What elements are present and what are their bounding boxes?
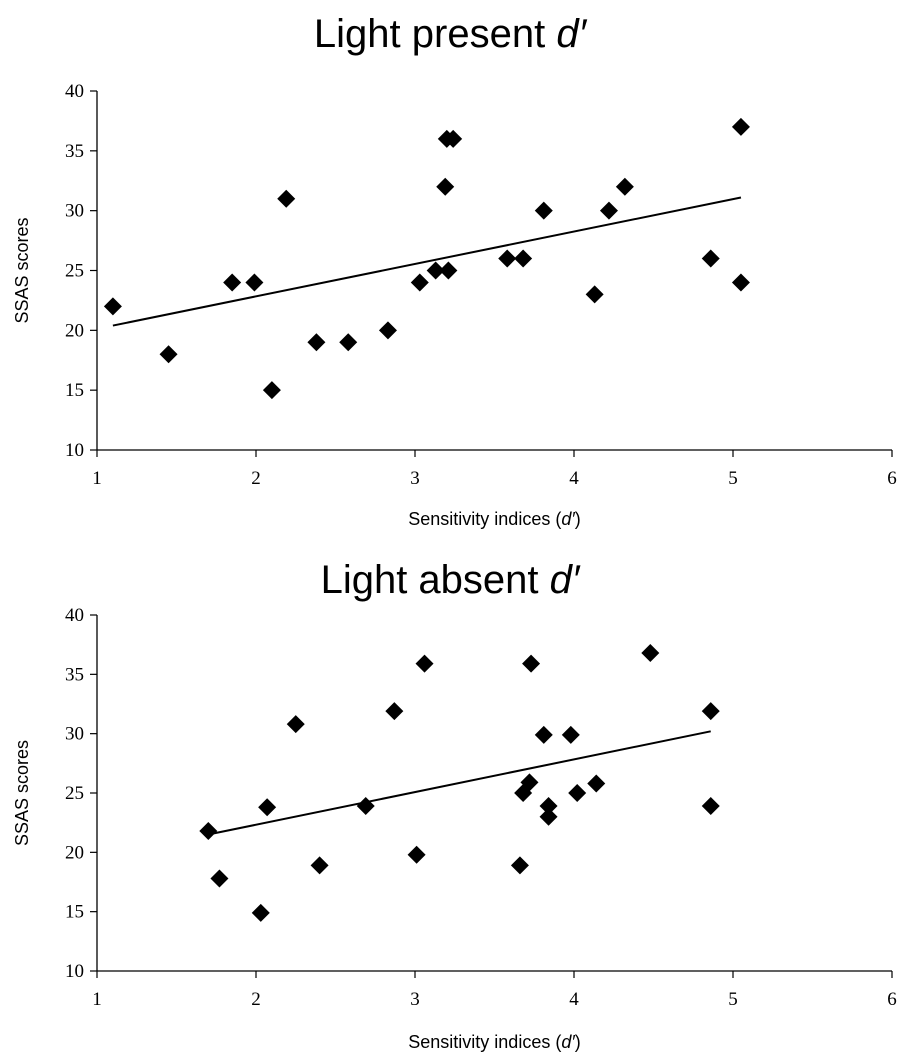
chart-title: Light present d′	[0, 12, 900, 57]
chart-title-text: Light absent	[320, 558, 539, 602]
data-point	[534, 725, 553, 744]
data-point	[701, 797, 720, 816]
data-point	[599, 201, 618, 220]
data-point	[731, 273, 750, 292]
data-point	[510, 856, 529, 875]
data-point	[223, 273, 242, 292]
data-point	[415, 654, 434, 673]
y-tick-label: 35	[65, 664, 84, 685]
data-point	[210, 869, 229, 888]
x-tick-label: 1	[92, 468, 102, 489]
data-point	[731, 117, 750, 136]
chart-panel-light-absent: Light absent d′ 10 15 20 25 30 35 40 1 2 3 4 5 6 SSAS…	[0, 530, 900, 1060]
data-point	[615, 177, 634, 196]
data-point	[568, 784, 587, 802]
data-point	[436, 177, 455, 196]
x-axis-label: Sensitivity indices (d′)	[408, 1032, 580, 1052]
chart-title-symbol: d′	[556, 12, 587, 56]
chart-title: Light absent d′	[0, 558, 900, 603]
data-point	[385, 702, 404, 721]
x-tick-label: 1	[92, 989, 102, 1010]
y-tick-label: 40	[65, 81, 84, 102]
data-point	[356, 797, 375, 816]
x-tick-label: 2	[251, 468, 261, 489]
data-point	[426, 261, 445, 280]
data-point	[701, 702, 720, 721]
y-tick-label: 15	[65, 380, 84, 401]
data-point	[103, 297, 122, 316]
y-tick-label: 20	[65, 842, 84, 863]
y-tick-label: 30	[65, 201, 84, 222]
data-point	[439, 261, 458, 280]
data-point	[378, 321, 397, 340]
scatter-chart-light-present: 10 15 20 25 30 35 40 1 2 3 4 5 6 SSAS scores Sensitivi…	[12, 81, 897, 529]
data-point	[410, 273, 429, 292]
data-point	[258, 798, 277, 817]
data-point	[498, 249, 517, 268]
data-point	[520, 773, 539, 792]
chart-panel-light-present: Light present d′ 10 15 20 25 30 35 40 1 2 3 4 5 6 SSA…	[0, 12, 900, 529]
x-tick-label: 5	[728, 468, 738, 489]
x-tick-label: 3	[410, 989, 420, 1010]
chart-title-symbol: d′	[549, 558, 580, 602]
y-tick-label: 15	[65, 902, 84, 923]
chart-title-text: Light present	[313, 12, 546, 56]
x-tick-label: 5	[728, 989, 738, 1010]
y-tick-label: 35	[65, 141, 84, 162]
trend-line	[208, 730, 711, 836]
x-tick-label: 3	[410, 468, 420, 489]
y-axis-label: SSAS scores	[12, 740, 32, 846]
data-point	[339, 333, 358, 352]
data-point	[539, 807, 558, 826]
x-tick-label: 4	[569, 468, 579, 489]
trend-line	[112, 196, 742, 327]
data-point	[587, 774, 606, 793]
x-tick-label: 6	[887, 989, 897, 1010]
data-point	[286, 715, 305, 734]
data-point	[159, 345, 178, 364]
data-point	[534, 201, 553, 220]
data-point	[199, 821, 218, 840]
y-tick-label: 40	[65, 605, 84, 626]
data-point	[245, 273, 264, 292]
y-axis-label: SSAS scores	[12, 217, 32, 323]
data-point	[522, 654, 541, 673]
data-point	[262, 381, 281, 400]
y-tick-label: 10	[65, 440, 84, 461]
y-tick-label: 10	[65, 961, 84, 982]
y-tick-label: 25	[65, 783, 84, 804]
data-point	[444, 129, 463, 148]
data-point	[561, 725, 580, 744]
y-tick-label: 20	[65, 320, 84, 341]
scatter-chart-light-absent: 10 15 20 25 30 35 40 1 2 3 4 5 6 SSAS scores Sensitivi…	[12, 605, 897, 1052]
data-point	[539, 797, 558, 816]
y-tick-label: 30	[65, 724, 84, 745]
data-point	[277, 189, 296, 208]
data-point	[310, 856, 329, 875]
x-tick-label: 4	[569, 989, 579, 1010]
data-point	[307, 333, 326, 352]
data-point	[514, 249, 533, 268]
data-point	[701, 249, 720, 268]
data-point	[641, 643, 660, 662]
data-point	[407, 845, 426, 864]
x-tick-label: 6	[887, 468, 897, 489]
x-tick-label: 2	[251, 989, 261, 1010]
data-point	[585, 285, 604, 304]
x-axis-label: Sensitivity indices (d′)	[408, 509, 580, 529]
y-tick-label: 25	[65, 261, 84, 282]
data-point	[251, 903, 270, 922]
